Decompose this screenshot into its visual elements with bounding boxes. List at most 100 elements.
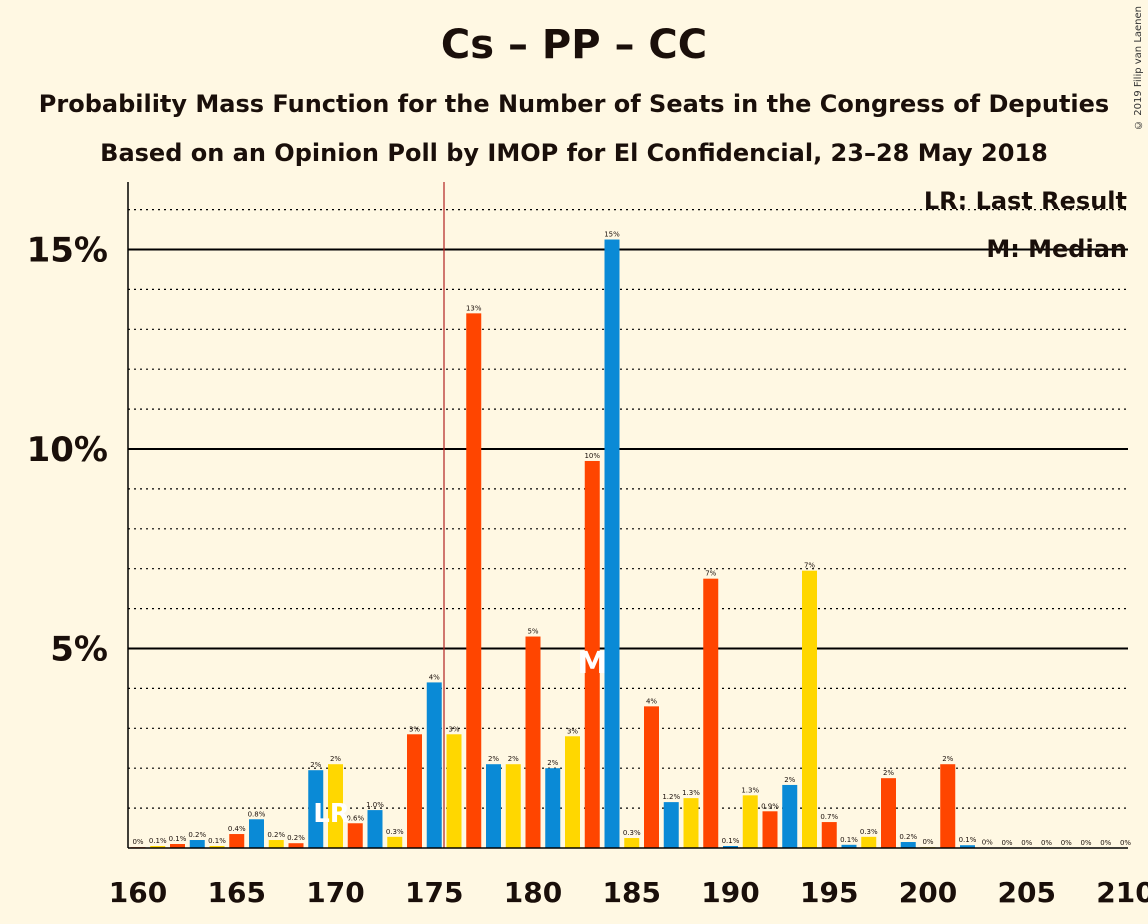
data-label-seats-174: 3% <box>409 725 420 733</box>
data-label-seats-160: 0% <box>132 838 143 846</box>
data-label-seats-210: 0% <box>1120 839 1131 847</box>
data-label-seats-168: 0.2% <box>287 834 305 842</box>
data-label-seats-194: 7% <box>804 562 815 570</box>
bar-seats-198 <box>881 778 896 848</box>
data-label-seats-202: 0.1% <box>959 836 977 844</box>
data-label-seats-164: 0.1% <box>208 837 226 845</box>
data-label-seats-205: 0% <box>1021 839 1032 847</box>
data-label-seats-203: 0% <box>982 839 993 847</box>
bar-seats-197 <box>861 836 877 848</box>
data-label-seats-207: 0% <box>1061 839 1072 847</box>
data-label-seats-193: 2% <box>784 776 795 784</box>
x-tick-200: 200 <box>899 876 957 909</box>
chart-overlay: LR M <box>313 182 607 848</box>
bar-seats-180 <box>525 636 541 848</box>
data-label-seats-166: 0.8% <box>248 810 266 818</box>
data-label-seats-179: 2% <box>508 755 519 763</box>
bar-seats-170 <box>328 764 343 848</box>
data-label-seats-201: 2% <box>942 755 953 763</box>
chart-subtitle: Probability Mass Function for the Number… <box>38 90 1110 118</box>
data-label-seats-187: 1.2% <box>662 793 680 801</box>
x-tick-190: 190 <box>701 876 759 909</box>
data-label-seats-200: 0% <box>922 838 933 846</box>
data-label-seats-173: 0.3% <box>386 828 404 836</box>
data-label-seats-197: 0.3% <box>860 828 878 836</box>
bar-seats-186 <box>644 706 659 848</box>
data-label-seats-181: 2% <box>547 759 558 767</box>
y-tick-15: 15% <box>27 231 108 271</box>
bar-seats-162 <box>170 844 185 848</box>
data-label-seats-183: 10% <box>584 452 600 460</box>
data-label-seats-192: 0.9% <box>761 802 779 810</box>
bar-seats-163 <box>189 840 205 848</box>
y-tick-10: 10% <box>27 430 108 470</box>
bar-seats-179 <box>505 764 521 848</box>
bar-seats-166 <box>249 819 264 848</box>
x-tick-210: 210 <box>1096 876 1148 909</box>
data-label-seats-165: 0.4% <box>228 825 246 833</box>
bar-seats-194 <box>802 570 817 848</box>
bar-seats-176 <box>446 734 462 848</box>
chart-source-line: Based on an Opinion Poll by IMOP for El … <box>100 139 1048 167</box>
data-label-seats-178: 2% <box>488 755 499 763</box>
bar-seats-185 <box>624 838 640 848</box>
bar-seats-175 <box>426 682 442 848</box>
data-label-seats-209: 0% <box>1100 839 1111 847</box>
bar-seats-181 <box>545 768 561 848</box>
x-tick-170: 170 <box>306 876 364 909</box>
x-tick-205: 205 <box>998 876 1056 909</box>
bar-seats-178 <box>486 764 501 848</box>
data-label-seats-185: 0.3% <box>623 829 641 837</box>
bar-series <box>130 239 995 849</box>
data-label-seats-196: 0.1% <box>840 836 858 844</box>
last-result-marker: LR <box>313 799 350 829</box>
bar-seats-189 <box>703 578 719 848</box>
bar-seats-161 <box>150 846 166 848</box>
bar-seats-172 <box>367 810 383 848</box>
bar-seats-195 <box>821 822 837 848</box>
data-label-seats-206: 0% <box>1041 839 1052 847</box>
data-label-seats-189: 7% <box>705 570 716 578</box>
bar-seats-183 <box>584 460 600 848</box>
bar-seats-165 <box>229 834 245 848</box>
x-tick-160: 160 <box>109 876 167 909</box>
bar-seats-188 <box>683 798 699 848</box>
bar-seats-192 <box>762 811 778 848</box>
bar-seats-187 <box>663 802 679 848</box>
x-tick-185: 185 <box>603 876 661 909</box>
data-label-seats-191: 1.3% <box>741 786 759 794</box>
median-marker: M <box>577 646 607 681</box>
bar-seats-164 <box>209 846 225 848</box>
data-label-seats-176: 3% <box>448 725 459 733</box>
bar-seats-182 <box>565 736 580 848</box>
legend-median: M: Median <box>986 235 1127 263</box>
x-tick-175: 175 <box>405 876 463 909</box>
bar-seats-173 <box>387 836 403 848</box>
data-labels: 0% 0.1% 0.1% 0.2%0.1%0.4%0.8%0.2% 0.2%2%2%0.… <box>132 231 1131 847</box>
legend-last-result: LR: Last Result <box>924 187 1127 215</box>
data-label-seats-172: 1.0% <box>366 801 384 809</box>
data-label-seats-171: 0.6% <box>346 814 364 822</box>
data-label-seats-170: 2% <box>330 755 341 763</box>
bar-seats-171 <box>347 823 363 848</box>
chart-title: Cs – PP – CC <box>440 22 708 68</box>
data-label-seats-188: 1.3% <box>682 789 700 797</box>
bar-seats-196 <box>841 844 857 848</box>
y-tick-5: 5% <box>50 630 108 670</box>
bar-seats-199 <box>900 842 916 848</box>
bar-seats-169 <box>308 770 324 848</box>
data-label-seats-162: 0.1% <box>169 835 187 843</box>
data-label-seats-161: 0.1% <box>149 837 167 845</box>
data-label-seats-182: 3% <box>567 727 578 735</box>
data-label-seats-167: 0.2% <box>267 831 285 839</box>
bar-seats-190 <box>723 846 738 848</box>
bar-seats-174 <box>407 734 422 848</box>
data-label-seats-198: 2% <box>883 769 894 777</box>
bar-seats-177 <box>466 313 482 849</box>
bar-seats-167 <box>268 840 284 848</box>
x-tick-180: 180 <box>504 876 562 909</box>
data-label-seats-180: 5% <box>527 628 538 636</box>
data-label-seats-177: 13% <box>466 304 482 312</box>
data-label-seats-175: 4% <box>429 673 440 681</box>
